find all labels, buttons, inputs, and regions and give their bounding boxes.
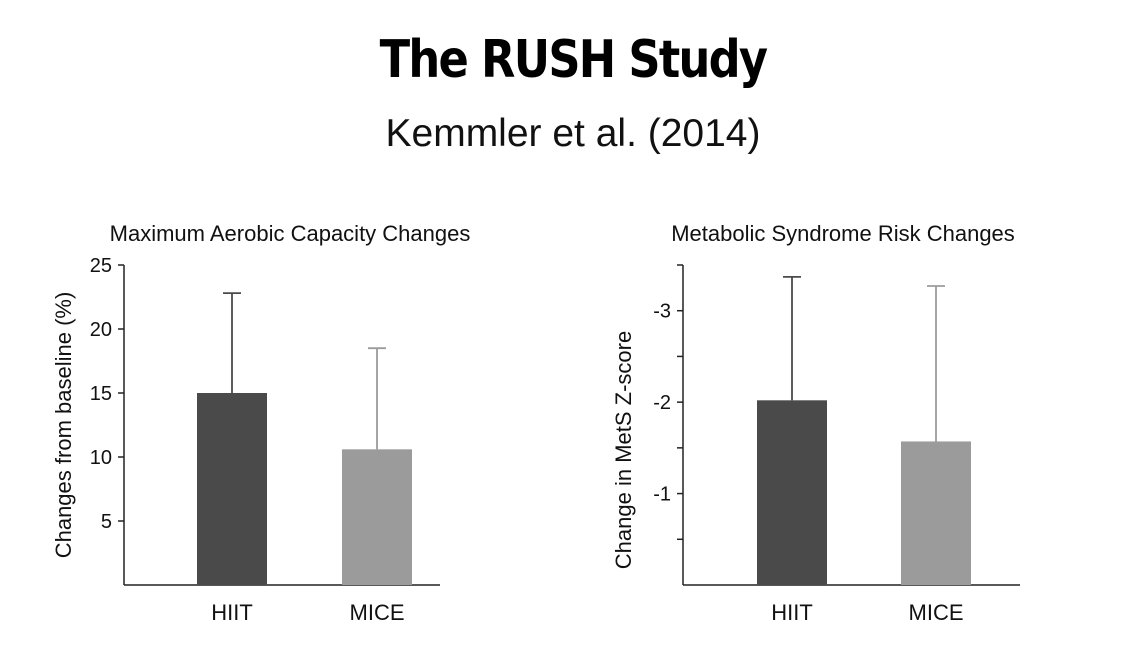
bar-mice [342,449,412,585]
chart1-title: Maximum Aerobic Capacity Changes [110,221,471,246]
y-tick-label: 25 [90,255,112,277]
y-tick-label: 5 [101,511,112,533]
y-tick-label: -1 [653,484,671,506]
chart2-title: Metabolic Syndrome Risk Changes [671,221,1015,246]
x-tick-label: MICE [350,600,405,625]
y-tick-label: -3 [653,301,671,323]
y-tick-label: 20 [90,319,112,341]
y-tick-label: 10 [90,447,112,469]
bar-mice [901,441,971,585]
page-subtitle: Kemmler et al. (2014) [385,112,761,155]
chart2-ylabel: Change in MetS Z-score [611,331,636,569]
y-tick-label: 15 [90,383,112,405]
chart1-ylabel: Changes from baseline (%) [51,292,76,559]
x-tick-label: HIIT [771,600,813,625]
page-title: The RUSH Study [379,30,768,90]
x-tick-label: MICE [909,600,964,625]
bar-hiit [197,393,267,585]
x-tick-label: HIIT [211,600,253,625]
chart1-plot: 25 20 15 10 5 HIIT MICE [90,255,440,625]
chart2-plot: -3 -2 -1 HIIT MICE [653,264,1020,625]
bar-hiit [757,400,827,585]
y-tick-label: -2 [653,392,671,414]
